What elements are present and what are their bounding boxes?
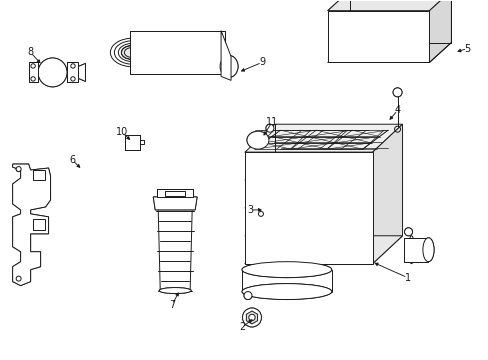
Ellipse shape [242,262,331,278]
Polygon shape [246,311,257,324]
Ellipse shape [220,55,238,77]
Polygon shape [244,236,402,264]
Text: 1: 1 [404,273,410,283]
Text: 10: 10 [116,127,128,137]
Ellipse shape [246,131,268,149]
Polygon shape [327,0,450,11]
Ellipse shape [242,284,331,300]
Circle shape [16,167,21,171]
Polygon shape [153,197,197,210]
Circle shape [248,314,255,321]
Ellipse shape [121,45,143,59]
Polygon shape [33,170,44,180]
Circle shape [244,292,251,300]
Polygon shape [221,31,230,80]
Circle shape [265,124,273,132]
Ellipse shape [159,288,191,293]
Polygon shape [403,238,427,262]
Circle shape [404,228,412,236]
Polygon shape [13,164,50,285]
Polygon shape [33,219,44,230]
Polygon shape [78,63,85,81]
Text: 9: 9 [258,58,264,67]
Polygon shape [244,152,372,264]
Polygon shape [124,135,140,150]
Circle shape [38,58,67,87]
Text: 8: 8 [27,48,34,58]
Polygon shape [372,124,402,264]
Text: 2: 2 [239,323,244,332]
Text: 5: 5 [463,44,469,54]
Text: 3: 3 [246,205,252,215]
Polygon shape [130,31,224,75]
Polygon shape [327,11,428,62]
Polygon shape [67,62,78,82]
Ellipse shape [422,238,433,262]
Circle shape [16,276,21,281]
Circle shape [392,88,401,97]
Polygon shape [157,189,193,197]
Text: 6: 6 [69,155,76,165]
Circle shape [258,211,263,216]
Text: 11: 11 [265,117,278,127]
Circle shape [242,308,261,327]
Text: 7: 7 [169,300,175,310]
Polygon shape [29,62,38,82]
Text: 4: 4 [394,105,400,115]
Polygon shape [428,0,450,62]
Polygon shape [165,191,185,196]
Polygon shape [244,124,402,152]
